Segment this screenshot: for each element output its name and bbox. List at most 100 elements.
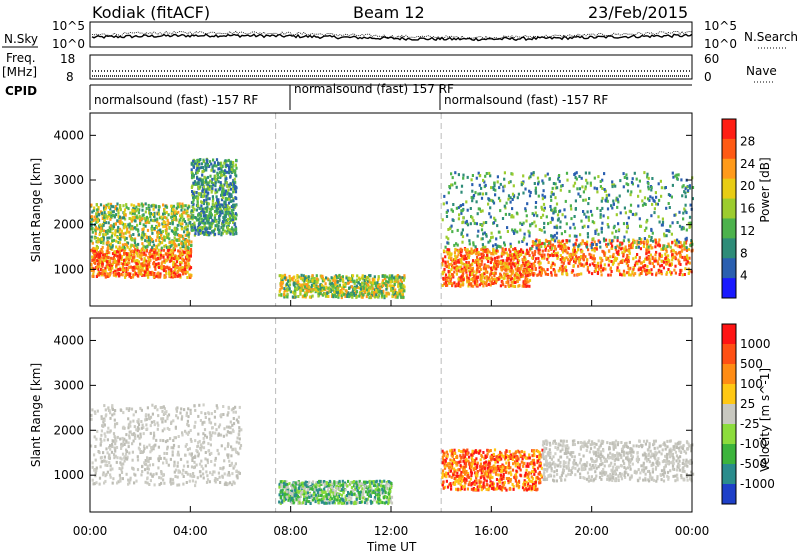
data-cell [162,238,165,242]
data-cell [203,213,206,216]
data-cell [114,207,117,211]
data-cell [460,209,463,213]
data-cell [105,253,109,256]
data-cell [552,262,555,266]
data-cell [358,278,361,281]
data-cell [95,246,98,250]
data-cell [143,251,146,255]
data-cell [182,259,185,262]
data-cell [232,182,236,186]
data-cell [477,171,480,175]
data-cell [92,272,95,276]
data-cell [487,260,490,263]
data-cell [465,270,468,274]
data-cell [159,272,162,276]
data-cell [138,270,141,274]
data-cell [526,263,529,267]
data-cell [540,205,543,209]
data-cell [139,222,142,225]
data-cell [660,254,664,258]
data-cell [541,179,544,183]
data-cell [490,276,493,280]
data-cell [480,255,484,259]
data-cell [158,216,162,220]
data-cell [612,261,615,265]
data-cell [626,260,629,264]
data-cell [617,222,620,226]
data-cell [120,262,123,266]
data-cell [651,272,654,276]
data-cell [478,266,482,269]
data-cell [133,241,137,244]
data-cell [284,295,288,299]
data-cell [114,269,117,273]
data-cell [119,227,122,231]
data-cell [116,202,119,206]
data-cell [490,280,493,284]
data-cell [213,232,217,236]
data-cell [153,273,156,277]
data-cell [169,275,172,279]
data-cell [522,180,525,184]
data-cell [543,242,546,246]
data-cell [473,249,476,252]
data-cell [103,220,106,224]
data-cell [462,203,465,207]
data-cell [142,236,145,240]
data-cell [195,218,199,222]
data-cell [485,283,488,287]
data-cell [137,423,141,427]
data-cell [461,209,464,213]
data-cell [174,268,177,272]
data-cell [203,217,206,221]
data-cell [616,244,619,248]
data-cell [507,280,510,284]
data-cell [334,274,338,278]
data-cell [373,293,376,297]
data-cell [613,258,616,262]
colorbar-tick-label: 20 [740,179,755,193]
data-cell [142,223,145,227]
data-cell [555,202,559,206]
data-cell [531,251,534,255]
data-cell [91,274,94,278]
data-cell [590,253,593,257]
colorbar-tick-label: 12 [740,224,755,238]
data-cell [125,267,128,270]
data-cell [532,173,535,177]
data-cell [658,257,661,261]
data-cell [448,281,451,285]
data-cell [623,235,626,239]
data-cell [441,218,444,222]
data-cell [470,251,473,255]
data-cell [448,270,452,274]
data-cell [628,273,631,277]
data-cell [343,292,346,296]
data-cell [211,177,214,181]
data-cell [544,174,547,178]
data-cell [528,194,532,198]
data-cell [662,246,665,250]
data-cell [324,294,328,298]
data-cell [157,230,160,234]
data-cell [638,266,641,270]
data-cell [688,269,691,273]
data-cell [503,184,506,188]
data-cell [174,272,177,276]
data-cell [521,273,524,277]
data-cell [182,250,185,254]
data-cell [611,246,614,250]
data-cell [521,240,524,243]
data-cell [294,287,297,291]
data-cell [131,266,134,270]
data-cell [618,194,621,198]
data-cell [554,196,557,200]
data-cell [302,274,305,278]
data-cell [502,259,505,263]
data-cell [280,293,283,297]
data-cell [195,164,198,168]
data-cell [293,289,296,293]
data-cell [311,274,314,278]
data-cell [584,255,587,259]
data-cell [513,284,516,288]
